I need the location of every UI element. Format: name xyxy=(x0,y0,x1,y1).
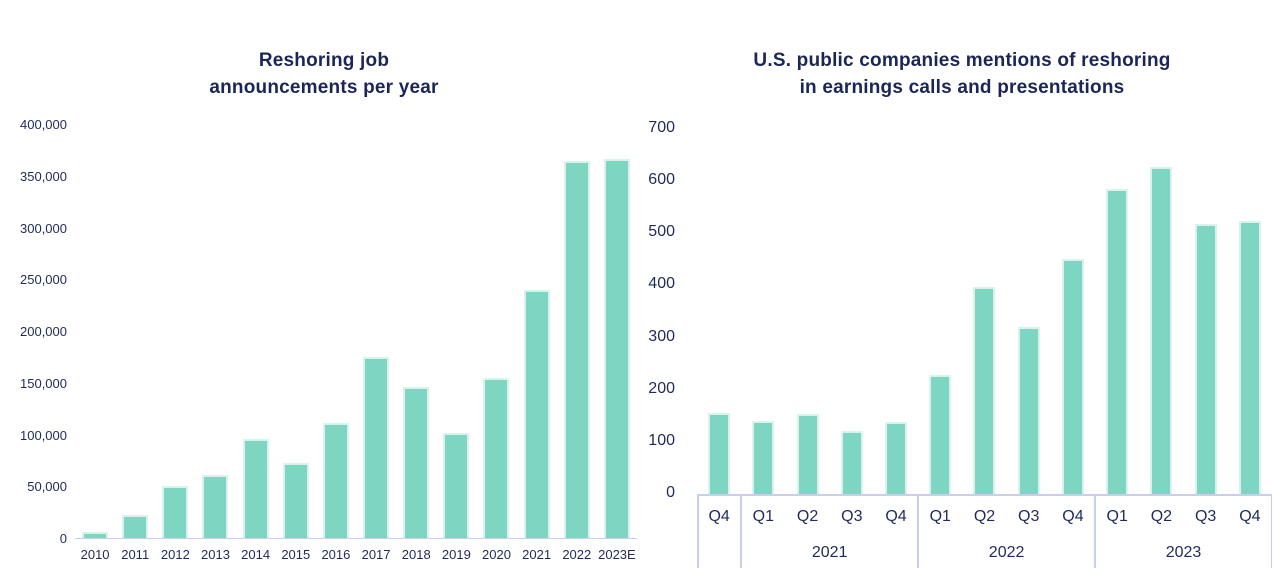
y-tick-label: 700 xyxy=(648,119,675,136)
plot-area xyxy=(697,128,1272,494)
chart-title: Reshoring job announcements per year xyxy=(74,47,574,101)
axis-separator-line xyxy=(1270,494,1272,568)
bar-q1-9 xyxy=(1106,189,1129,494)
bar-q3-7 xyxy=(1017,326,1040,494)
bar-q4-12 xyxy=(1238,220,1261,494)
bar-2010-0 xyxy=(82,531,109,538)
bar-q2-6 xyxy=(973,287,996,494)
y-tick-label: 400 xyxy=(648,275,675,293)
bar-q3-11 xyxy=(1194,223,1217,494)
bar-2012-2 xyxy=(162,486,189,538)
x-tick-label: 2017 xyxy=(361,547,391,562)
x-tick-label: 2022 xyxy=(562,547,592,562)
y-tick-label: 50,000 xyxy=(27,479,67,495)
x-tick-label: Q2 xyxy=(796,507,819,525)
y-tick-label: 500 xyxy=(648,223,675,241)
y-tick-label: 100,000 xyxy=(20,427,67,443)
x-axis-labels: 2010 2011 2012 2013 2014 2015 2016 2017 2018 2019… xyxy=(75,547,637,562)
year-group-label: 2022 xyxy=(988,544,1025,561)
x-tick-label: Q4 xyxy=(1062,507,1084,525)
axis-separator-line xyxy=(697,494,699,568)
bar-2014-4 xyxy=(242,438,269,538)
bar-2020-10 xyxy=(483,377,510,538)
x-tick-label: 2016 xyxy=(321,547,351,562)
y-tick-label: 0 xyxy=(666,483,675,501)
year-group-label: 2021 xyxy=(811,544,848,561)
x-tick-label: 2012 xyxy=(160,547,190,562)
bar-q2-2 xyxy=(796,414,819,494)
y-tick-label: 200,000 xyxy=(20,324,67,339)
x-tick-label: 2018 xyxy=(401,547,431,562)
bar-series xyxy=(697,128,1272,494)
x-tick-label: 2013 xyxy=(201,547,230,562)
y-tick-label: 300,000 xyxy=(20,220,67,236)
y-tick-label: 100 xyxy=(648,431,675,449)
bar-2011-1 xyxy=(122,515,149,538)
plot-area xyxy=(75,124,637,539)
x-tick-label: Q4 xyxy=(885,507,907,525)
bar-2015-5 xyxy=(282,463,309,538)
bar-2019-9 xyxy=(443,433,470,538)
bar-q4-4 xyxy=(885,421,908,494)
x-tick-label: Q2 xyxy=(973,507,996,525)
x-tick-label: 2015 xyxy=(281,547,311,562)
x-tick-label: 2021 xyxy=(522,547,552,562)
chart-title-line-1: Reshoring job xyxy=(258,49,390,71)
chart-title-line-1: U.S. public companies mentions of reshor… xyxy=(753,49,1171,71)
bar-2018-8 xyxy=(403,386,430,538)
x-tick-label: Q2 xyxy=(1150,507,1173,525)
bar-q1-5 xyxy=(929,374,952,494)
x-axis-line xyxy=(697,494,1272,496)
bar-q2-10 xyxy=(1150,167,1173,494)
year-group-label: 2023 xyxy=(1165,544,1202,561)
y-tick-label: 250,000 xyxy=(20,272,67,288)
x-axis-line xyxy=(75,537,637,539)
x-tick-label: Q3 xyxy=(1018,507,1040,525)
x-tick-label: Q3 xyxy=(841,507,863,525)
bar-2016-6 xyxy=(322,423,349,538)
bar-2013-3 xyxy=(202,474,229,538)
bar-q1-1 xyxy=(752,420,775,494)
x-tick-label: 2019 xyxy=(441,547,471,562)
x-tick-label: 2014 xyxy=(241,547,271,562)
x-tick-label: Q4 xyxy=(1239,507,1261,525)
year-group-label xyxy=(697,538,741,568)
axis-separator-line xyxy=(917,494,919,568)
x-axis-category-table: Q4 Q1 Q2 Q3 Q4 Q1 Q2 Q3 Q4 Q1 Q2 Q3 Q4 2021 2022 2023 xyxy=(697,494,1272,570)
x-tick-label: 2020 xyxy=(482,547,511,562)
x-tick-label: Q4 xyxy=(708,507,730,525)
bar-series xyxy=(75,124,637,538)
bar-q4-0 xyxy=(708,412,731,494)
bar-q4-8 xyxy=(1061,258,1084,494)
axis-separator-line xyxy=(740,494,742,568)
y-tick-label: 0 xyxy=(59,531,67,546)
chart-title-line-2: in earnings calls and presentations xyxy=(799,76,1125,98)
y-axis-labels: 400,000 350,000 300,000 250,000 200,000 150,0… xyxy=(0,118,67,545)
y-tick-label: 400,000 xyxy=(20,117,67,132)
y-tick-label: 600 xyxy=(648,171,675,189)
quarter-labels-row: Q4 Q1 Q2 Q3 Q4 Q1 Q2 Q3 Q4 Q1 Q2 Q3 Q4 xyxy=(697,495,1272,538)
y-axis-labels: 700 600 500 400 300 200 100 0 xyxy=(610,120,675,501)
x-tick-label: Q3 xyxy=(1194,507,1217,525)
y-tick-label: 300 xyxy=(648,327,675,345)
chart-title: U.S. public companies mentions of reshor… xyxy=(712,47,1212,101)
x-tick-label: 2010 xyxy=(80,547,110,562)
bar-2022-12 xyxy=(563,161,590,538)
chart-title-line-2: announcements per year xyxy=(209,76,439,98)
x-tick-label: Q1 xyxy=(752,507,774,525)
y-tick-label: 350,000 xyxy=(20,168,67,184)
x-tick-label: 2011 xyxy=(121,547,150,562)
bar-2021-11 xyxy=(523,289,550,538)
y-tick-label: 200 xyxy=(648,379,675,397)
bar-2023e-13 xyxy=(603,159,630,538)
y-tick-label: 150,000 xyxy=(20,375,67,391)
bar-2017-7 xyxy=(363,356,390,538)
x-tick-label: Q1 xyxy=(929,507,951,525)
x-tick-label: 2023E xyxy=(598,547,636,562)
x-tick-label: Q1 xyxy=(1106,507,1128,525)
axis-separator-line xyxy=(1094,494,1096,568)
bar-q3-3 xyxy=(840,431,863,494)
